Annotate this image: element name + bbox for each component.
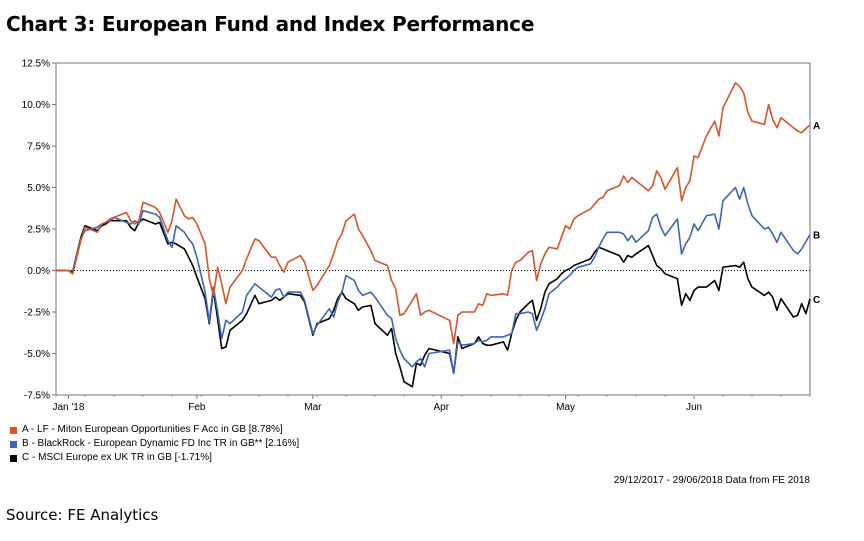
series-end-label-a: A [813,121,820,132]
legend-item-b: B - BlackRock - European Dynamic FD Inc … [10,437,299,451]
data-range-note: 29/12/2017 - 29/06/2018 Data from FE 201… [613,475,810,486]
x-tick-label: Feb [188,402,206,413]
legend-label-c: C - MSCI Europe ex UK TR in GB [-1.71%] [22,452,212,463]
legend-swatch-a [10,426,17,434]
source-note: Source: FE Analytics [6,506,159,524]
legend-swatch-c [10,454,17,462]
y-tick-label: 2.5% [27,225,50,236]
series-line-c [56,218,811,388]
y-tick-label: -7.5% [24,391,50,402]
legend: A - LF - Miton European Opportunities F … [10,423,299,465]
line-chart: 12.5% 10.0% 7.5% 5.0% 2.5% 0.0% -2.5% -5.0% -7.5… [22,59,821,414]
chart-title: Chart 3: European Fund and Index Perform… [6,12,535,36]
x-tick-label: Mar [304,402,322,413]
y-tick-label: 5.0% [27,183,50,194]
series-line-a [56,82,811,345]
y-tick-label: -2.5% [24,308,50,319]
legend-item-a: A - LF - Miton European Opportunities F … [10,423,299,437]
legend-label-a: A - LF - Miton European Opportunities F … [22,424,283,435]
y-tick-label: -5.0% [24,349,50,360]
y-tick-label: 12.5% [22,59,50,70]
legend-label-b: B - BlackRock - European Dynamic FD Inc … [22,438,300,449]
x-tick-label: Jun [686,402,702,413]
y-tick-label: 10.0% [22,100,50,111]
x-tick-label: Jan '18 [52,402,84,413]
series-line-b [56,186,811,375]
y-tick-label: 7.5% [27,142,50,153]
legend-item-c: C - MSCI Europe ex UK TR in GB [-1.71%] [10,451,299,465]
series-end-label-b: B [813,231,820,242]
series-end-label-c: C [813,295,820,306]
legend-swatch-b [10,440,17,448]
x-tick-label: May [556,402,575,413]
x-tick-label: Apr [434,402,450,413]
y-tick-label: 0.0% [27,266,50,277]
